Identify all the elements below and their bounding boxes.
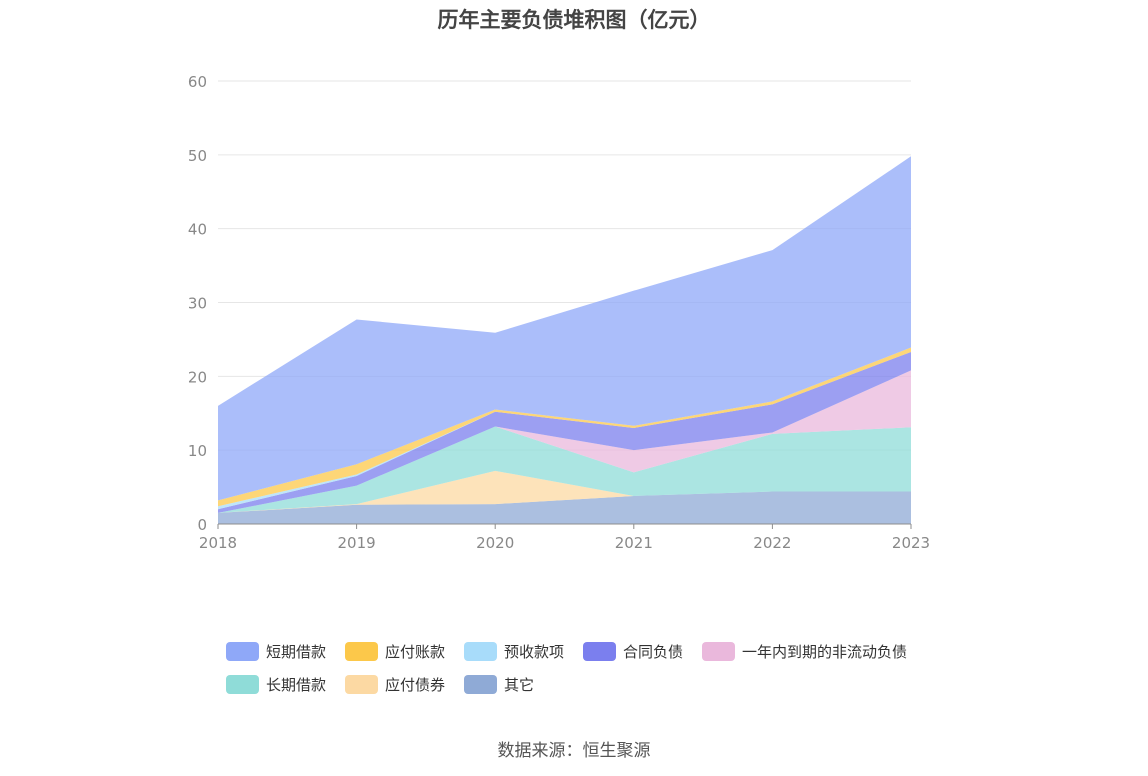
legend-label: 应付债券 (385, 675, 446, 694)
y-tick-label: 10 (188, 442, 207, 460)
legend-item[interactable]: 长期借款 (226, 671, 326, 697)
area-series (218, 491, 911, 524)
legend-swatch (226, 674, 259, 694)
x-tick-label: 2022 (753, 534, 791, 552)
area-series (218, 370, 911, 513)
area-series (218, 351, 911, 513)
area-series (218, 156, 911, 501)
legend-label: 合同负债 (623, 642, 684, 661)
legend-label: 应付账款 (385, 642, 446, 661)
stacked-area-chart: 0 10 20 30 40 50 60 2018 2019 2020 2021 2022 2023 (188, 73, 930, 552)
legend-item[interactable]: 合同负债 (583, 638, 683, 664)
y-tick-label: 40 (188, 221, 207, 239)
legend-swatch (464, 641, 497, 661)
legend-item[interactable]: 应付账款 (345, 638, 445, 664)
legend-item[interactable]: 预收款项 (464, 638, 564, 664)
y-tick-label: 30 (188, 295, 207, 313)
x-tick-label: 2023 (892, 534, 930, 552)
x-tick-label: 2020 (476, 534, 514, 552)
y-tick-label: 0 (197, 516, 207, 534)
legend-item[interactable]: 一年内到期的非流动负债 (702, 638, 907, 664)
legend-swatch (464, 674, 497, 694)
legend-swatch (345, 674, 378, 694)
area-series (218, 470, 911, 513)
legend-swatch (345, 641, 378, 661)
y-tick-label: 60 (188, 73, 207, 91)
chart-title: 历年主要负债堆积图（亿元） (437, 8, 711, 32)
legend-swatch (226, 641, 259, 661)
x-tick-label: 2019 (338, 534, 376, 552)
legend-label: 短期借款 (266, 642, 327, 661)
data-source: 数据来源：恒生聚源 (497, 741, 651, 761)
legend-swatch (702, 641, 735, 661)
area-series (218, 426, 911, 513)
legend-label: 长期借款 (266, 675, 327, 694)
x-tick-label: 2018 (199, 534, 237, 552)
legend-item[interactable]: 短期借款 (226, 638, 326, 664)
legend-item[interactable]: 应付债券 (345, 671, 445, 697)
area-series (218, 347, 911, 507)
y-tick-label: 50 (188, 147, 207, 165)
legend-item[interactable]: 其它 (464, 671, 534, 697)
legend-swatch (583, 641, 616, 661)
y-tick-label: 20 (188, 368, 207, 386)
x-tick-label: 2021 (615, 534, 653, 552)
legend-label: 其它 (504, 675, 535, 694)
legend-label: 一年内到期的非流动负债 (742, 642, 908, 661)
legend-label: 预收款项 (504, 642, 565, 661)
